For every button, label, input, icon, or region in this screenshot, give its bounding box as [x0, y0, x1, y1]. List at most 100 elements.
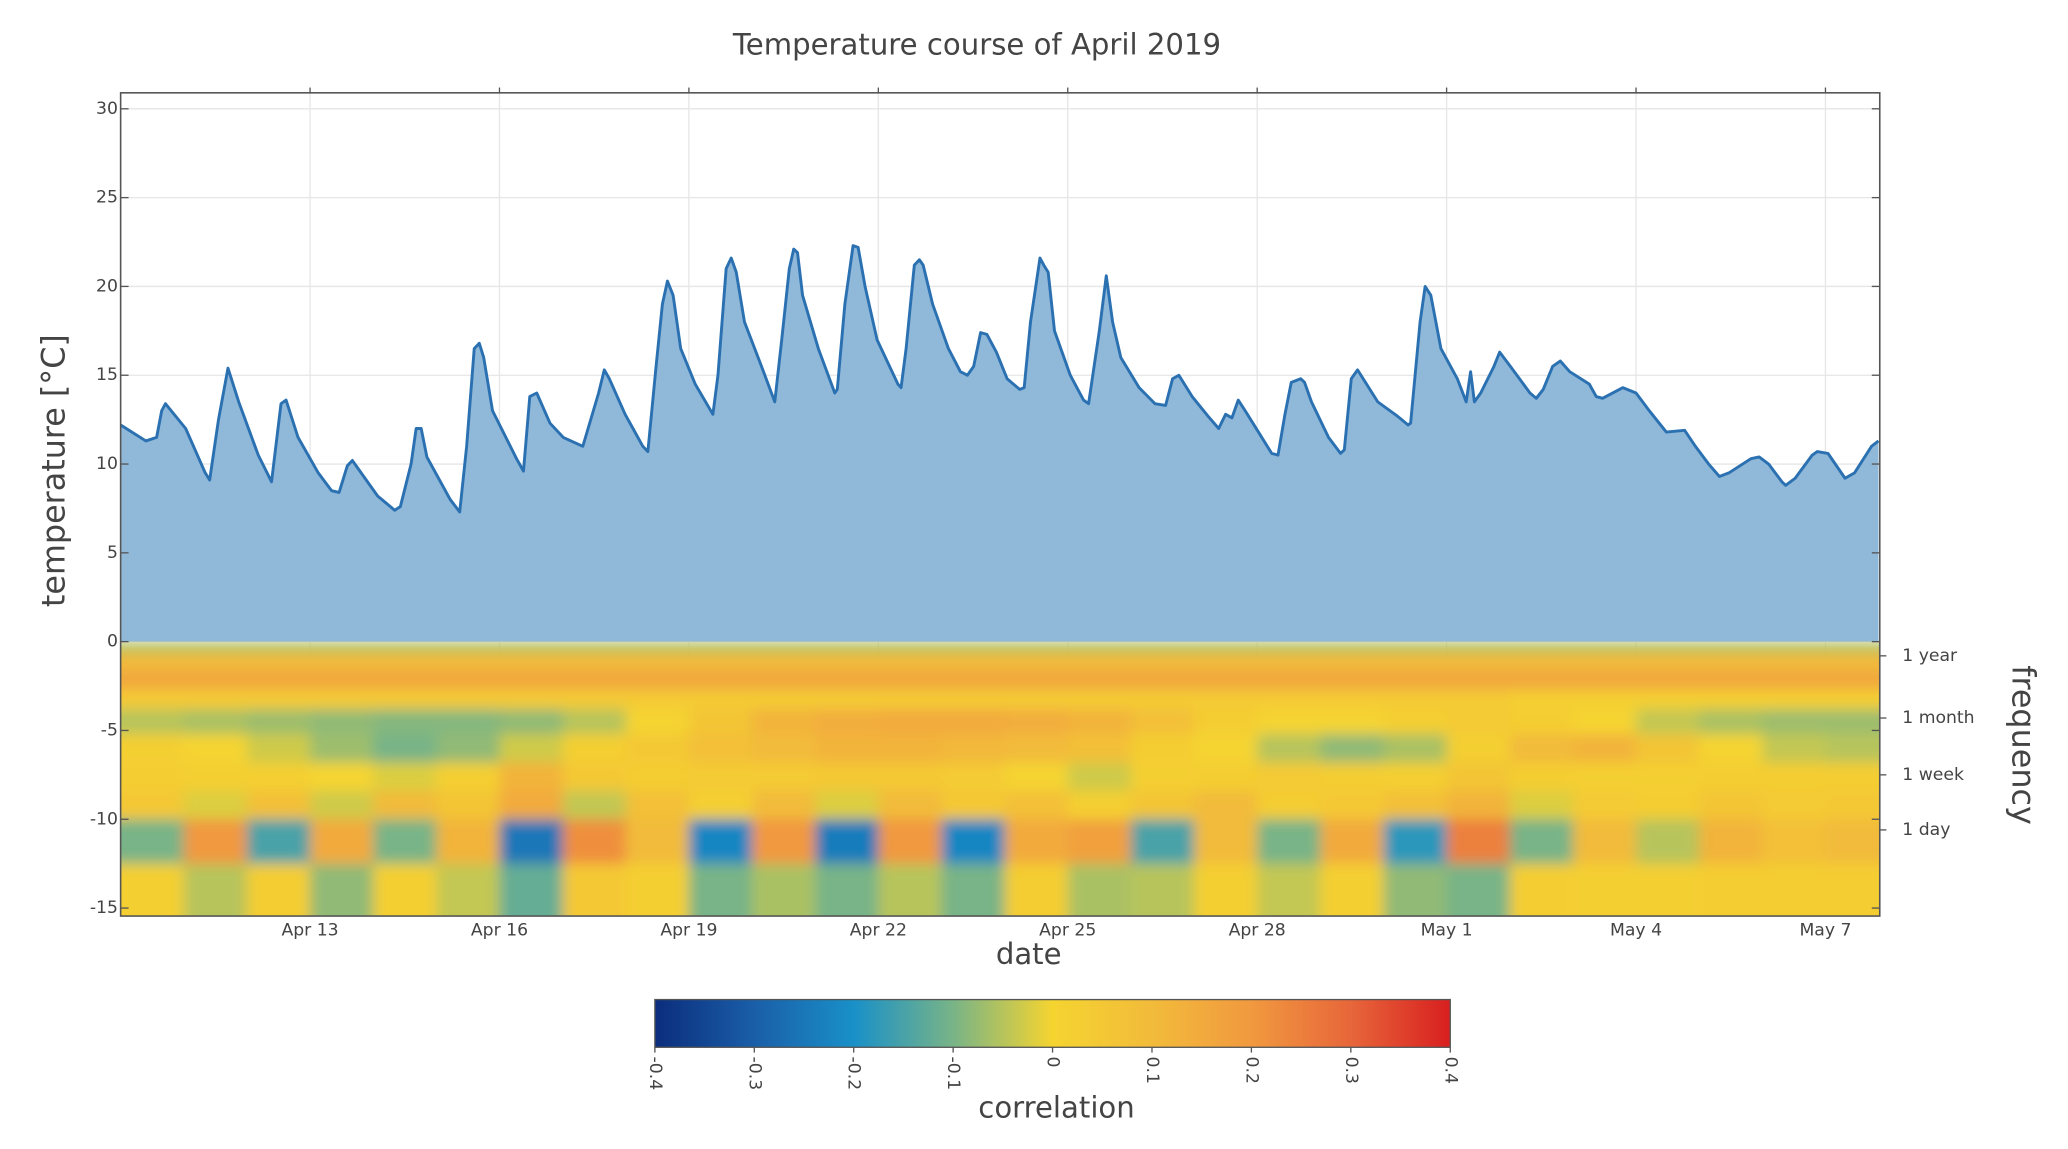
heatmap-cell — [310, 641, 374, 654]
heatmap-cell — [1383, 652, 1448, 671]
heatmap-cell — [373, 762, 438, 792]
heatmap-cell — [1825, 863, 1880, 917]
heatmap-cell — [1636, 641, 1700, 654]
heatmap-cell — [688, 709, 753, 735]
heatmap-cell — [562, 762, 627, 792]
heatmap-cell — [246, 709, 311, 735]
heatmap-cell — [1130, 652, 1195, 671]
heatmap-cell — [183, 790, 248, 821]
heatmap-cell — [120, 641, 185, 654]
heatmap-cell — [120, 734, 185, 764]
heatmap-cell — [688, 652, 753, 671]
heatmap-cell — [1194, 863, 1258, 917]
heatmap-cell — [246, 670, 311, 691]
heatmap-cell — [499, 790, 564, 821]
area — [120, 245, 1879, 642]
x-tick-label: Apr 25 — [1039, 921, 1096, 941]
heatmap-cell — [499, 709, 564, 735]
heatmap-cell — [562, 652, 627, 671]
heatmap-cell — [941, 790, 1006, 821]
heatmap-cell — [1446, 641, 1511, 654]
heatmap-cell — [373, 652, 438, 671]
heatmap-cell — [436, 819, 501, 865]
heatmap-cell — [310, 819, 374, 865]
heatmap-cell — [1699, 863, 1764, 917]
heatmap-cell — [1194, 689, 1258, 710]
heatmap-cell — [1257, 689, 1322, 710]
heatmap-cell — [878, 709, 943, 735]
heatmap-cell — [752, 709, 816, 735]
heatmap-cell — [1383, 709, 1448, 735]
heatmap-cell — [752, 641, 816, 654]
heatmap-cell — [1004, 762, 1069, 792]
y-tick-label: 5 — [107, 543, 118, 563]
heatmap-cell — [625, 819, 690, 865]
heatmap-cell — [183, 670, 248, 691]
heatmap-cell — [1699, 709, 1764, 735]
heatmap-cell — [1194, 652, 1258, 671]
heatmap-cell — [941, 641, 1006, 654]
heatmap-cell — [941, 670, 1006, 691]
heatmap-cell — [1825, 790, 1880, 821]
heatmap-cell — [436, 762, 501, 792]
heatmap-cell — [499, 762, 564, 792]
heatmap-cell — [1699, 670, 1764, 691]
heatmap-cell — [1320, 641, 1385, 654]
heatmap-cell — [1004, 641, 1069, 654]
heatmap-cell — [1257, 709, 1322, 735]
heatmap-cell — [562, 790, 627, 821]
y-tick-label: -5 — [101, 720, 118, 740]
heatmap-cell — [246, 689, 311, 710]
heatmap-cell — [1194, 734, 1258, 764]
heatmap-cell — [1446, 863, 1511, 917]
heatmap-cell — [183, 863, 248, 917]
heatmap-cell — [752, 762, 816, 792]
heatmap-cell — [1194, 641, 1258, 654]
heatmap-cell — [373, 709, 438, 735]
y-tick-label: 15 — [96, 365, 118, 385]
heatmap-cell — [1762, 641, 1827, 654]
heatmap-cell — [1130, 863, 1195, 917]
heatmap-cell — [815, 734, 880, 764]
heatmap-cell — [1067, 652, 1132, 671]
heatmap-cell — [562, 819, 627, 865]
heatmap-cell — [499, 689, 564, 710]
heatmap-cell — [1825, 709, 1880, 735]
heatmap-cell — [1699, 734, 1764, 764]
heatmap-cell — [1636, 734, 1700, 764]
heatmap-cell — [310, 652, 374, 671]
heatmap-cell — [1130, 709, 1195, 735]
heatmap-cell — [310, 670, 374, 691]
heatmap-cell — [373, 863, 438, 917]
y-tick-label: 25 — [96, 188, 118, 208]
heatmap-cell — [246, 762, 311, 792]
heatmap-cell — [246, 863, 311, 917]
heatmap-cell — [1383, 762, 1448, 792]
heatmap-cell — [436, 670, 501, 691]
heatmap-cell — [1509, 689, 1574, 710]
heatmap-cell — [1509, 652, 1574, 671]
heatmap-cell — [373, 689, 438, 710]
plot-frame — [119, 92, 1881, 917]
heatmap — [120, 641, 1880, 917]
y-axis-label: temperature [°C] — [35, 334, 73, 607]
heatmap-cell — [1067, 641, 1132, 654]
colorbar-tick-label: -0.4 — [645, 1057, 665, 1091]
heatmap-cell — [1825, 652, 1880, 671]
heatmap-cell — [1762, 689, 1827, 710]
heatmap-cell — [752, 652, 816, 671]
heatmap-cell — [373, 670, 438, 691]
heatmap-cell — [815, 709, 880, 735]
heatmap-cell — [1572, 652, 1637, 671]
heatmap-cell — [373, 819, 438, 865]
heatmap-cell — [1257, 790, 1322, 821]
heatmap-cell — [562, 863, 627, 917]
y-tick-label: 30 — [96, 99, 118, 119]
x-tick-label: Apr 13 — [281, 921, 338, 941]
heatmap-cell — [1825, 762, 1880, 792]
heatmap-cell — [120, 790, 185, 821]
heatmap-cell — [625, 734, 690, 764]
heatmap-cell — [499, 819, 564, 865]
heatmap-cell — [373, 734, 438, 764]
